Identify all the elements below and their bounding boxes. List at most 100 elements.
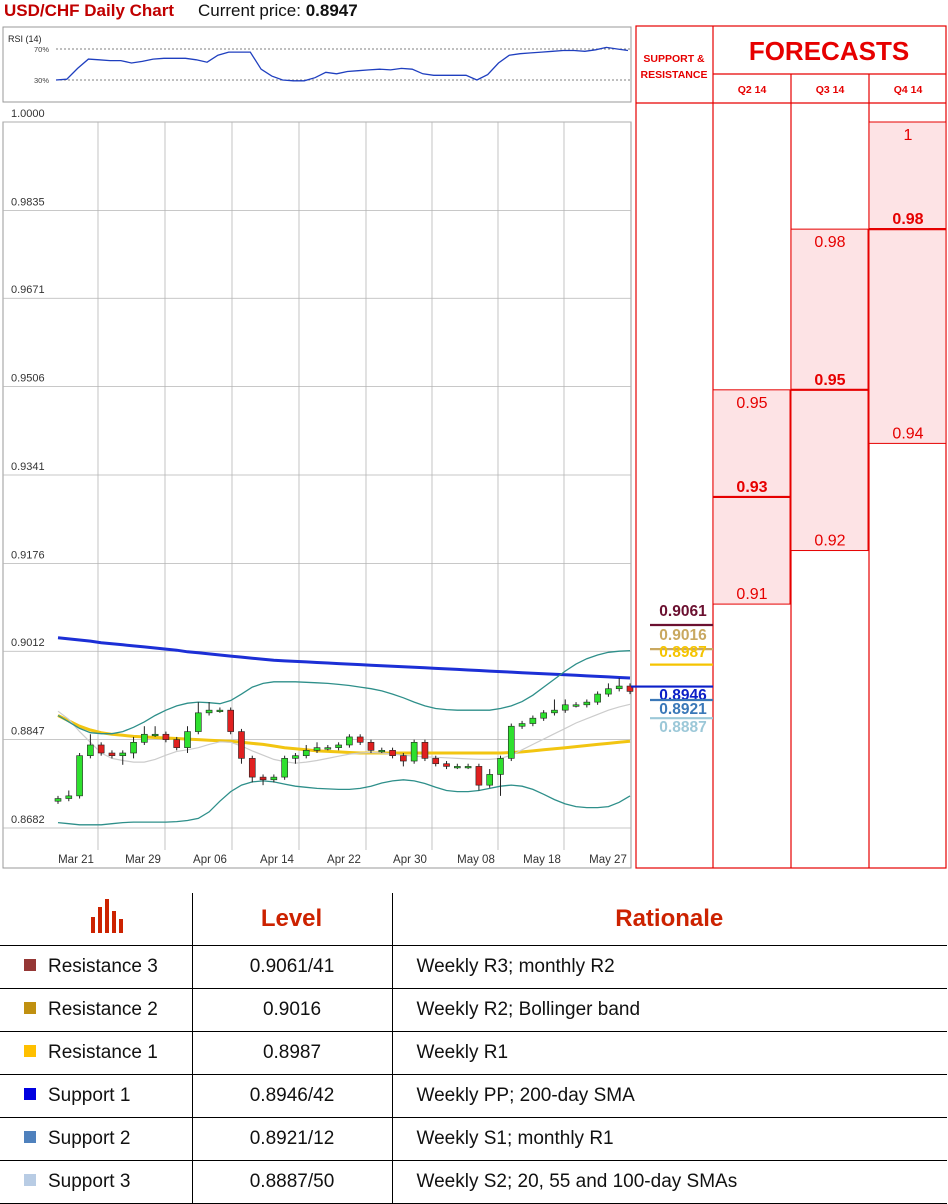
candle	[248, 755, 256, 783]
row-name: Resistance 1	[48, 1041, 158, 1063]
candle-body	[367, 741, 375, 751]
table-icon-cell	[0, 893, 192, 946]
candle	[475, 763, 483, 791]
row-level: 0.8887/50	[191, 1160, 392, 1204]
candle	[486, 769, 493, 788]
levels-table: Level Rationale Resistance 3 0.9061/41 W…	[0, 893, 948, 1204]
forecast-mid-q3: 0.95	[814, 372, 845, 389]
candle	[292, 753, 299, 764]
row-level: 0.9061/41	[191, 945, 392, 989]
y-tick-label: 0.9012	[11, 637, 45, 649]
candle-body	[540, 712, 547, 719]
candle-body	[108, 752, 116, 756]
row-level: 0.9016	[191, 988, 392, 1032]
candle	[497, 755, 504, 796]
row-name: Resistance 2	[48, 998, 158, 1020]
resistance-1-swatch	[24, 1044, 36, 1057]
candle-body	[464, 766, 472, 769]
forecast-mid-q2: 0.93	[736, 479, 767, 496]
rsi-series-line	[55, 46, 629, 82]
candle-body	[400, 755, 407, 762]
bar-chart-icon	[91, 898, 124, 933]
candle	[443, 761, 450, 770]
rsi-panel: RSI (14) 70% 30%	[2, 26, 632, 103]
row-level: 0.8987	[191, 1031, 392, 1075]
candle-body	[119, 752, 127, 756]
forecast-ranges: 0.95 0.93 0.91 0.98 0.95 0.92 1 0.98 0.94	[712, 121, 947, 605]
candle-body	[162, 733, 170, 740]
table-header-row: Level Rationale	[0, 893, 947, 946]
candle-body	[313, 747, 321, 751]
support-3-swatch	[24, 1173, 36, 1186]
indicator-line	[57, 650, 631, 735]
level-header: Level	[191, 893, 392, 946]
candle-body	[454, 766, 461, 769]
candle-body	[195, 712, 202, 732]
current-price-label: Current price:	[198, 1, 301, 20]
row-rationale: Weekly R3; monthly R2	[391, 945, 947, 989]
candle-body	[389, 750, 396, 756]
candle	[151, 726, 159, 737]
x-tick-label: May 08	[457, 854, 495, 866]
grid-horizontal	[3, 121, 631, 829]
forecast-mid-q4: 0.98	[892, 211, 923, 228]
y-tick-label: 0.9176	[11, 549, 45, 561]
indicator-line	[57, 779, 631, 826]
candle	[389, 747, 396, 759]
candle	[572, 702, 580, 708]
support-1-swatch	[24, 1087, 36, 1100]
support-2-swatch	[24, 1130, 36, 1143]
candle-body	[216, 709, 224, 712]
table-row: Resistance 1 0.8987 Weekly R1	[0, 1031, 947, 1075]
quarter-q2: Q2 14	[738, 84, 767, 96]
candle-body	[97, 744, 105, 754]
candle	[108, 750, 116, 759]
candle	[367, 739, 375, 754]
candle	[270, 774, 278, 783]
candle-body	[507, 725, 515, 759]
forecast-high-q2: 0.95	[736, 395, 767, 412]
current-price-value: 0.8947	[305, 1, 358, 20]
quarter-q4: Q4 14	[894, 84, 923, 96]
candle	[162, 731, 170, 743]
resistance-3-swatch	[24, 958, 36, 971]
candle-body	[551, 709, 558, 714]
rationale-header: Rationale	[391, 893, 947, 946]
candle-body	[76, 755, 83, 797]
candle-body	[151, 733, 159, 737]
indicator-lines	[57, 636, 631, 826]
x-tick-label: May 27	[589, 854, 627, 866]
rsi-frame	[2, 26, 632, 103]
sr-title-line2: RESISTANCE	[641, 69, 708, 81]
forecast-range-q4	[868, 121, 947, 444]
rsi-level-low: 30%	[34, 76, 49, 85]
y-axis-ticks: 1.0000 0.9835 0.9671 0.9506 0.9341 0.9176 0.90…	[11, 108, 45, 826]
candle	[335, 742, 342, 751]
candle-body	[432, 758, 440, 765]
x-tick-label: Mar 29	[125, 854, 161, 866]
candle-body	[594, 693, 601, 703]
candle-body	[486, 774, 493, 786]
price-panel: 1.0000 0.9835 0.9671 0.9506 0.9341 0.9176 0.90…	[2, 108, 634, 869]
sr-level-label: 0.8921	[659, 701, 707, 718]
forecast-low-q2: 0.91	[736, 586, 767, 603]
x-tick-label: Apr 30	[393, 854, 427, 866]
candle	[65, 790, 73, 802]
candle	[454, 763, 461, 770]
candle-body	[54, 798, 62, 802]
candle	[302, 744, 310, 759]
y-tick-label: 0.9835	[11, 196, 45, 208]
candle	[119, 750, 127, 765]
sr-title-line1: SUPPORT &	[643, 53, 705, 65]
candle	[87, 734, 94, 759]
candle	[216, 707, 224, 713]
candle	[464, 763, 472, 770]
candle	[346, 734, 353, 748]
candle	[76, 753, 83, 799]
candle-body	[475, 766, 483, 786]
y-tick-label: 0.9341	[11, 461, 45, 473]
table-row: Resistance 3 0.9061/41 Weekly R3; monthl…	[0, 945, 947, 989]
x-axis-ticks: Mar 21 Mar 29 Apr 06 Apr 14 Apr 22 Apr 30 May …	[58, 854, 627, 866]
candle-body	[421, 741, 429, 759]
row-name: Resistance 3	[48, 955, 158, 977]
